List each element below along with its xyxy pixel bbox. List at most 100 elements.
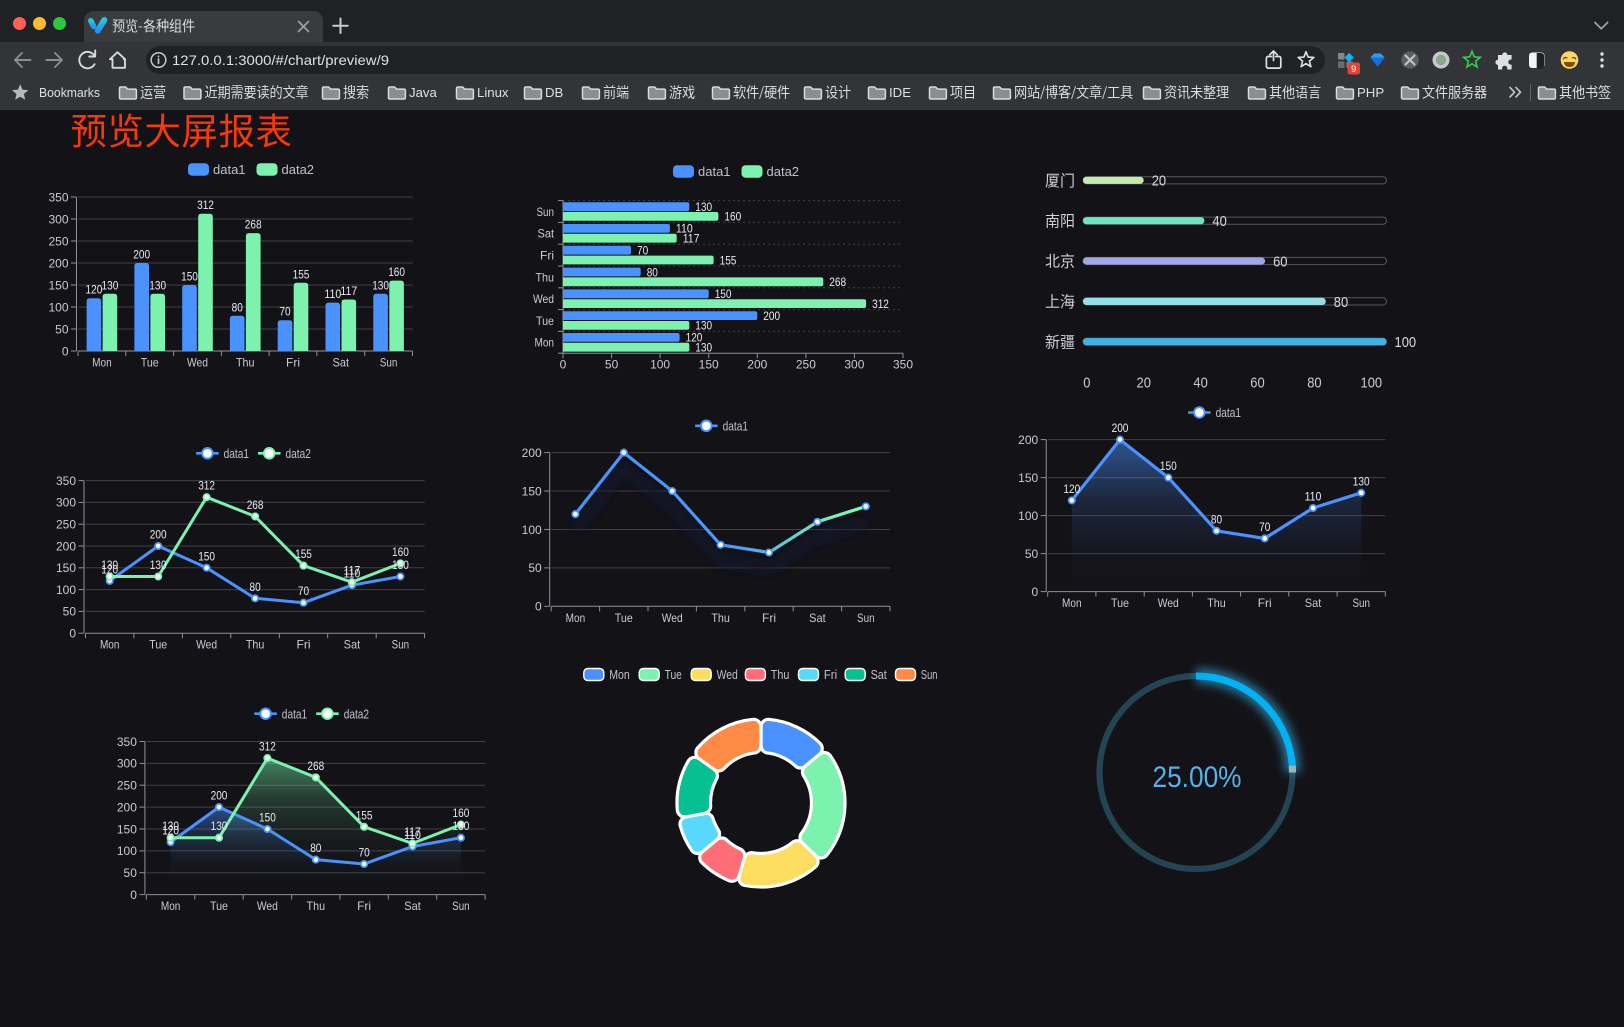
svg-text:312: 312	[872, 297, 889, 311]
svg-text:Sat: Sat	[809, 611, 826, 625]
svg-text:80: 80	[1334, 294, 1348, 311]
svg-text:Fri: Fri	[286, 356, 300, 370]
svg-text:20: 20	[1137, 375, 1151, 392]
svg-text:350: 350	[56, 474, 76, 488]
svg-text:data2: data2	[344, 706, 369, 721]
svg-text:120: 120	[162, 824, 179, 838]
svg-text:Fri: Fri	[762, 611, 776, 625]
svg-text:Wed: Wed	[533, 292, 554, 306]
svg-text:0: 0	[560, 358, 567, 372]
svg-text:130: 130	[453, 819, 470, 833]
svg-text:130: 130	[150, 558, 167, 572]
svg-text:Tue: Tue	[210, 899, 228, 913]
svg-text:Wed: Wed	[187, 356, 208, 370]
svg-text:Thu: Thu	[711, 611, 730, 625]
svg-text:150: 150	[1018, 471, 1038, 485]
svg-text:130: 130	[101, 558, 118, 572]
svg-text:Thu: Thu	[771, 667, 790, 682]
svg-text:Thu: Thu	[1207, 596, 1226, 610]
svg-text:120: 120	[686, 331, 703, 345]
svg-text:117: 117	[340, 284, 357, 298]
svg-text:50: 50	[63, 605, 77, 619]
svg-text:120: 120	[86, 283, 103, 297]
svg-text:200: 200	[150, 528, 167, 542]
svg-text:Wed: Wed	[196, 638, 217, 652]
svg-text:Mon: Mon	[535, 336, 555, 350]
svg-text:130: 130	[102, 278, 119, 292]
svg-text:312: 312	[197, 198, 214, 212]
svg-text:Mon: Mon	[161, 899, 181, 913]
svg-text:Mon: Mon	[609, 667, 630, 682]
svg-text:20: 20	[1152, 173, 1166, 190]
svg-text:300: 300	[844, 358, 864, 372]
svg-text:Linux: Linux	[477, 85, 509, 100]
svg-text:40: 40	[1212, 213, 1226, 230]
svg-text:data1: data1	[282, 706, 307, 721]
svg-text:0: 0	[69, 627, 76, 641]
svg-text:130: 130	[211, 819, 228, 833]
svg-text:150: 150	[56, 561, 76, 575]
svg-text:160: 160	[388, 265, 405, 279]
svg-text:117: 117	[683, 232, 700, 246]
svg-text:130: 130	[392, 558, 409, 572]
svg-text:Thu: Thu	[536, 270, 555, 284]
svg-text:Mon: Mon	[1062, 596, 1082, 610]
svg-text:150: 150	[198, 549, 215, 563]
svg-text:200: 200	[48, 256, 68, 270]
svg-text:130: 130	[162, 819, 179, 833]
svg-text:0: 0	[1032, 585, 1039, 599]
svg-text:50: 50	[55, 322, 69, 336]
svg-text:130: 130	[1353, 474, 1370, 488]
svg-text:Sat: Sat	[871, 667, 888, 682]
svg-text:0: 0	[62, 344, 69, 358]
svg-text:312: 312	[259, 740, 276, 754]
svg-text:Fri: Fri	[297, 638, 311, 652]
svg-text:100: 100	[1018, 509, 1038, 523]
svg-text:Thu: Thu	[236, 356, 255, 370]
svg-text:300: 300	[117, 757, 137, 771]
svg-text:150: 150	[181, 270, 198, 284]
svg-text:DB: DB	[545, 85, 564, 100]
svg-text:155: 155	[356, 808, 373, 822]
svg-text:130: 130	[149, 278, 166, 292]
svg-text:Sun: Sun	[857, 611, 875, 625]
svg-text:80: 80	[250, 580, 262, 594]
svg-text:70: 70	[279, 305, 291, 319]
svg-text:150: 150	[522, 484, 542, 498]
svg-text:Sun: Sun	[452, 899, 470, 913]
svg-text:70: 70	[1259, 520, 1271, 534]
svg-text:Sat: Sat	[1305, 596, 1322, 610]
svg-text:Tue: Tue	[149, 638, 167, 652]
svg-text:110: 110	[324, 287, 341, 301]
svg-text:IDE: IDE	[889, 85, 911, 100]
svg-text:Mon: Mon	[92, 356, 112, 370]
svg-text:Mon: Mon	[100, 638, 120, 652]
svg-text:160: 160	[724, 210, 741, 224]
svg-text:70: 70	[637, 244, 649, 258]
svg-text:60: 60	[1273, 253, 1287, 270]
svg-text:160: 160	[392, 545, 409, 559]
svg-text:200: 200	[117, 800, 137, 814]
svg-text:Fri: Fri	[1258, 596, 1272, 610]
svg-text:data1: data1	[698, 164, 731, 179]
svg-text:data2: data2	[767, 164, 800, 179]
svg-text:80: 80	[310, 841, 322, 855]
svg-text:160: 160	[453, 806, 470, 820]
svg-text:155: 155	[293, 267, 310, 281]
svg-text:Fri: Fri	[824, 667, 837, 682]
svg-text:80: 80	[232, 300, 244, 314]
svg-text:data1: data1	[1216, 405, 1241, 420]
svg-text:250: 250	[117, 779, 137, 793]
svg-text:80: 80	[647, 265, 659, 279]
svg-text:Thu: Thu	[246, 638, 265, 652]
svg-text:110: 110	[344, 567, 361, 581]
svg-text:50: 50	[1025, 547, 1039, 561]
svg-text:127.0.0.1:3000/#/chart/preview: 127.0.0.1:3000/#/chart/preview/9	[172, 52, 389, 68]
svg-text:350: 350	[893, 358, 913, 372]
svg-text:100: 100	[522, 523, 542, 537]
svg-text:0: 0	[535, 600, 542, 614]
svg-text:250: 250	[796, 358, 816, 372]
svg-text:Tue: Tue	[141, 356, 159, 370]
svg-text:150: 150	[117, 822, 137, 836]
svg-text:200: 200	[522, 446, 542, 460]
